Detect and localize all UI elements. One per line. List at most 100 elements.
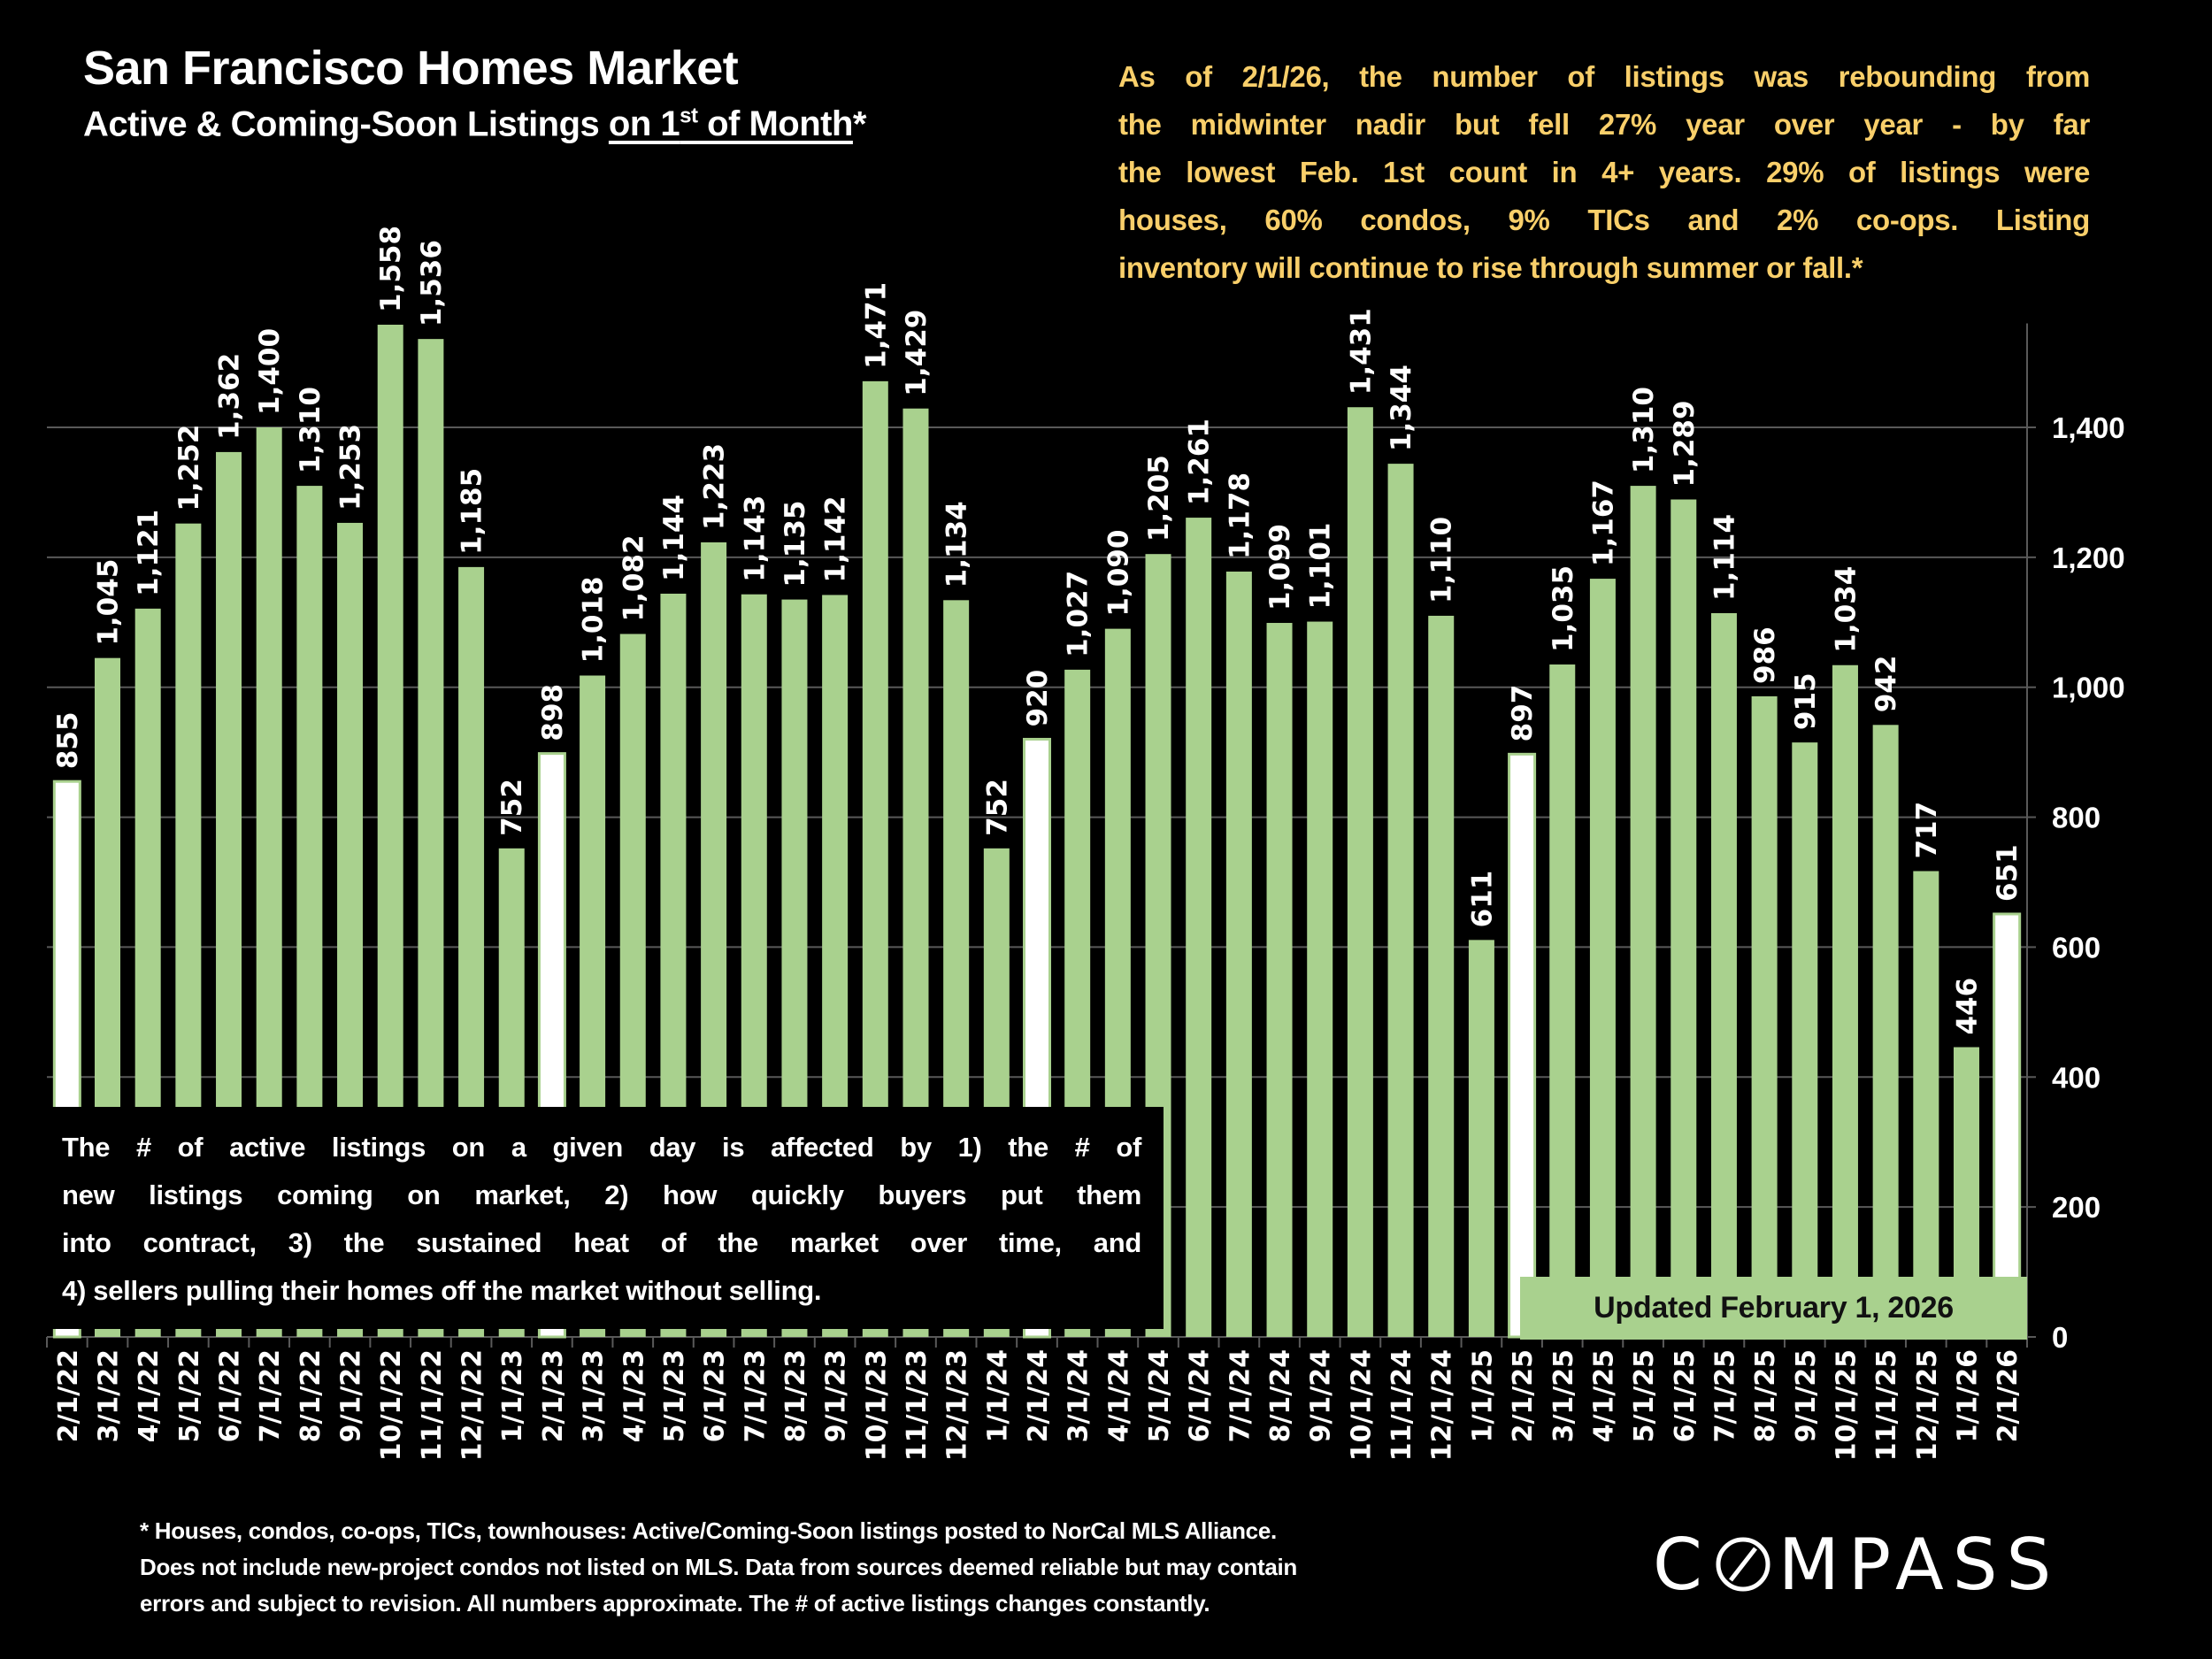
data-label: 446	[1951, 978, 1983, 1035]
footnote-line: Does not include new-project condos not …	[140, 1554, 1298, 1580]
data-label: 1,090	[1102, 530, 1134, 617]
x-tick-label: 4/1/22	[134, 1349, 165, 1442]
x-tick-label: 5/1/24	[1144, 1349, 1175, 1442]
commentary-line: the lowest Feb. 1st count in 4+ years. 2…	[1118, 156, 2090, 188]
x-tick-label: 1/1/23	[497, 1349, 528, 1442]
data-label: 920	[1022, 670, 1054, 727]
data-label: 1,142	[820, 495, 852, 582]
x-tick-label: 10/1/25	[1831, 1349, 1862, 1461]
data-label: 1,121	[133, 510, 165, 596]
data-label: 1,344	[1386, 365, 1417, 451]
data-label: 1,205	[1143, 455, 1175, 541]
commentary-line: As of 2/1/26, the number of listings was…	[1118, 60, 2090, 93]
x-tick-label: 6/1/24	[1185, 1349, 1216, 1442]
explainer-line: into contract, 3) the sustained heat of …	[62, 1227, 1141, 1258]
x-tick-label: 11/1/23	[902, 1349, 933, 1461]
data-label: 897	[1507, 685, 1539, 742]
x-tick-label: 3/1/23	[579, 1349, 610, 1442]
chart-subtitle: Active & Coming-Soon Listings on 1st of …	[83, 104, 866, 144]
x-tick-label: 12/1/22	[457, 1349, 488, 1461]
x-tick-label: 8/1/25	[1750, 1349, 1781, 1442]
data-label: 986	[1749, 626, 1781, 684]
x-tick-label: 6/1/22	[215, 1349, 246, 1442]
bar-8/1/25	[1751, 695, 1778, 1337]
subtitle-text: Active & Coming-Soon Listings	[83, 104, 609, 144]
x-tick-label: 6/1/23	[700, 1349, 731, 1442]
bar-5/1/25	[1630, 486, 1656, 1337]
x-tick-label: 3/1/24	[1064, 1349, 1094, 1442]
x-tick-label: 8/1/23	[780, 1349, 811, 1442]
x-tick-label: 9/1/24	[1306, 1349, 1337, 1442]
x-tick-label: 10/1/23	[861, 1349, 892, 1461]
data-label: 611	[1466, 871, 1498, 928]
subtitle-superscript: st	[680, 104, 698, 128]
bar-9/1/25	[1792, 742, 1818, 1337]
x-tick-label: 2/1/22	[53, 1349, 84, 1442]
data-label: 1,178	[1224, 472, 1256, 559]
explainer-line: The # of active listings on a given day …	[62, 1132, 1141, 1163]
data-label: 1,558	[375, 226, 407, 312]
explainer-line: new listings coming on market, 2) how qu…	[62, 1179, 1141, 1210]
commentary-line: the midwinter nadir but fell 27% year ov…	[1118, 108, 2090, 141]
footnote: * Houses, condos, co-ops, TICs, townhous…	[140, 1513, 1297, 1622]
x-tick-label: 12/1/25	[1912, 1349, 1943, 1461]
x-tick-label: 10/1/22	[376, 1349, 407, 1461]
bar-10/1/25	[1832, 664, 1858, 1337]
x-tick-label: 7/1/25	[1709, 1349, 1740, 1442]
data-label: 1,045	[93, 559, 125, 646]
data-label: 1,536	[416, 240, 448, 326]
x-tick-label: 7/1/22	[255, 1349, 286, 1442]
data-label: 1,034	[1830, 566, 1862, 653]
x-tick-label: 1/1/26	[1952, 1349, 1983, 1442]
bar-3/1/25	[1549, 664, 1576, 1337]
compass-o-icon	[1716, 1537, 1770, 1592]
x-tick-label: 3/1/25	[1548, 1349, 1579, 1442]
y-tick-label: 600	[2052, 931, 2101, 964]
data-label: 1,135	[780, 501, 811, 588]
data-label: 1,289	[1669, 400, 1701, 487]
data-label: 1,471	[860, 282, 892, 369]
x-tick-label: 9/1/23	[821, 1349, 852, 1442]
x-tick-label: 2/1/26	[1993, 1349, 2024, 1442]
bar-6/1/24	[1186, 518, 1212, 1337]
x-tick-label: 7/1/24	[1225, 1349, 1256, 1442]
explainer-box: The # of active listings on a given day …	[47, 1107, 1164, 1329]
data-label: 1,114	[1709, 514, 1740, 601]
y-tick-label: 1,200	[2052, 541, 2125, 574]
data-label: 752	[981, 779, 1013, 836]
y-tick-label: 800	[2052, 802, 2101, 834]
bar-7/1/25	[1710, 613, 1737, 1337]
data-label: 1,134	[941, 501, 973, 588]
data-label: 1,310	[1628, 387, 1660, 473]
bar-8/1/24	[1266, 623, 1293, 1337]
x-tick-label: 2/1/24	[1023, 1349, 1054, 1442]
data-label: 1,252	[173, 425, 205, 511]
bar-4/1/25	[1589, 579, 1616, 1337]
x-tick-label: 9/1/25	[1791, 1349, 1822, 1442]
commentary-line: inventory will continue to rise through …	[1118, 251, 1863, 284]
x-tick-label: 11/1/24	[1386, 1349, 1417, 1461]
commentary-text: As of 2/1/26, the number of listings was…	[1118, 53, 2090, 292]
y-tick-label: 200	[2052, 1191, 2101, 1224]
x-tick-label: 4/1/24	[1103, 1349, 1134, 1442]
data-label: 1,431	[1345, 308, 1377, 395]
data-label: 1,223	[699, 443, 731, 530]
data-label: 855	[52, 711, 84, 769]
x-tick-label: 1/1/24	[982, 1349, 1013, 1442]
data-label: 1,185	[457, 468, 488, 555]
explainer-line: 4) sellers pulling their homes off the m…	[62, 1275, 822, 1306]
x-tick-label: 11/1/25	[1871, 1349, 1902, 1461]
x-tick-label: 1/1/25	[1467, 1349, 1498, 1442]
data-label: 1,099	[1264, 524, 1296, 611]
x-tick-label: 5/1/23	[659, 1349, 690, 1442]
x-tick-label: 4/1/25	[1588, 1349, 1619, 1442]
y-tick-label: 400	[2052, 1061, 2101, 1094]
x-tick-label: 6/1/25	[1670, 1349, 1701, 1442]
data-label: 752	[496, 779, 528, 836]
x-tick-label: 12/1/23	[942, 1349, 973, 1461]
x-tick-label: 7/1/23	[740, 1349, 771, 1442]
x-tick-label: 8/1/22	[296, 1349, 326, 1442]
footnote-line: errors and subject to revision. All numb…	[140, 1590, 1210, 1617]
data-label: 942	[1870, 656, 1902, 713]
x-tick-label: 12/1/24	[1427, 1349, 1458, 1461]
